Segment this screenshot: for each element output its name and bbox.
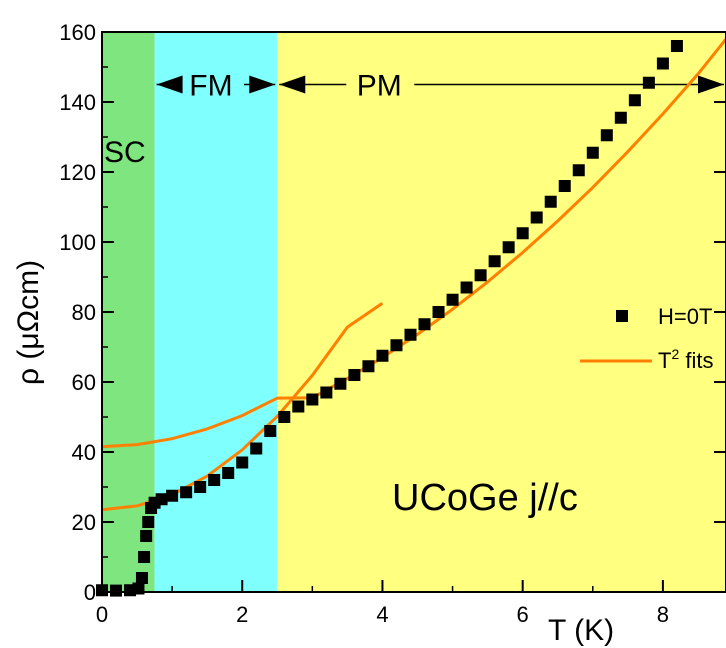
arrowhead-fm-left xyxy=(156,75,183,94)
data-point xyxy=(208,474,221,486)
data-point xyxy=(572,164,585,177)
data-point xyxy=(264,425,277,437)
data-point xyxy=(166,489,179,502)
data-point xyxy=(670,40,683,52)
arrowhead-pm-right xyxy=(698,75,724,94)
data-point xyxy=(236,456,249,469)
phase-regions xyxy=(102,32,726,592)
data-point xyxy=(432,306,445,318)
data-point xyxy=(600,129,613,142)
data-point xyxy=(194,481,207,493)
y-tick-label: 60 xyxy=(72,370,96,395)
region-label-fm: FM xyxy=(189,70,232,103)
fit-curve-2 xyxy=(101,38,726,449)
data-point xyxy=(320,386,333,399)
data-point xyxy=(140,530,153,542)
data-point xyxy=(446,293,459,306)
y-tick-label: 0 xyxy=(84,580,96,605)
x-tick-label: 4 xyxy=(376,602,388,627)
annotation-label: UCoGe j//c xyxy=(392,477,578,519)
region-labels: SC FM PM xyxy=(104,70,402,170)
data-point xyxy=(155,493,168,506)
legend-label-data: H=0T xyxy=(658,304,712,329)
tick-labels: 0 20 40 60 80 100 120 140 160 0 2 4 6 8 xyxy=(59,20,669,627)
data-point xyxy=(390,339,403,352)
data-point xyxy=(334,377,347,390)
x-tick-label: 0 xyxy=(96,602,108,627)
y-tick-label: 40 xyxy=(72,440,96,465)
data-point xyxy=(306,393,319,406)
data-point xyxy=(180,486,193,499)
y-tick-label: 120 xyxy=(59,160,96,185)
data-point xyxy=(628,94,641,107)
data-point xyxy=(558,180,571,192)
data-point xyxy=(278,411,291,423)
arrowhead-pm-left xyxy=(279,75,306,94)
data-point xyxy=(614,111,627,124)
x-axis-label: T (K) xyxy=(548,614,614,647)
x-tick-label: 8 xyxy=(657,602,669,627)
data-point xyxy=(418,318,431,331)
data-point xyxy=(142,516,155,528)
data-point xyxy=(138,551,151,563)
data-point xyxy=(642,76,655,89)
y-tick-label: 20 xyxy=(72,510,96,535)
axis-ticks xyxy=(101,31,726,593)
x-tick-label: 2 xyxy=(236,602,248,627)
phase-arrows xyxy=(156,75,724,94)
data-point xyxy=(376,349,389,362)
data-point xyxy=(250,442,263,455)
region-fm xyxy=(154,32,278,592)
y-tick-label: 140 xyxy=(59,90,96,115)
data-point xyxy=(656,57,669,70)
data-point xyxy=(135,572,148,584)
data-point xyxy=(404,328,417,341)
legend-fit-sup: 2 xyxy=(671,346,679,362)
y-tick-label: 100 xyxy=(59,230,96,255)
data-point xyxy=(292,400,305,413)
y-axis-label: ρ (μΩcm) xyxy=(12,260,45,385)
data-point xyxy=(460,281,473,294)
arrowhead-fm-right xyxy=(249,75,276,94)
data-point xyxy=(488,255,501,268)
legend: H=0T T2 fits xyxy=(580,304,713,373)
x-tick-label: 6 xyxy=(517,602,529,627)
legend-label-fit: T2 fits xyxy=(658,346,713,373)
data-point xyxy=(516,227,529,240)
data-point xyxy=(362,360,375,373)
legend-fit-rest: fits xyxy=(679,348,713,373)
data-point xyxy=(474,269,487,282)
data-point xyxy=(110,584,123,597)
legend-fit-main: T xyxy=(658,348,671,373)
data-point xyxy=(586,146,599,159)
data-point xyxy=(502,241,515,254)
y-tick-label: 80 xyxy=(72,300,96,325)
data-points xyxy=(96,40,683,597)
region-label-sc: SC xyxy=(104,136,146,169)
data-point xyxy=(348,369,361,381)
data-point xyxy=(530,211,543,224)
data-point xyxy=(544,195,557,208)
y-tick-label: 160 xyxy=(59,20,96,45)
legend-marker-square xyxy=(616,310,628,322)
region-label-pm: PM xyxy=(357,70,402,103)
data-point xyxy=(222,467,235,479)
